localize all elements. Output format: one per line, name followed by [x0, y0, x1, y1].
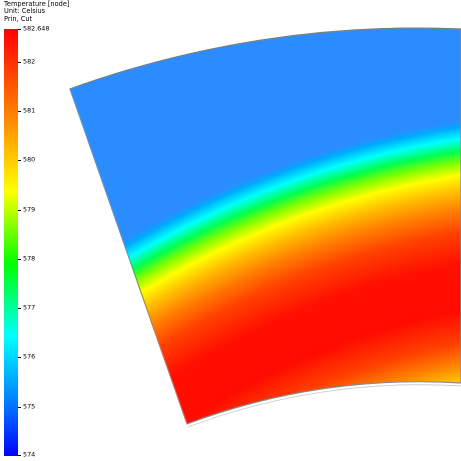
legend-tick	[18, 357, 21, 358]
legend-tick-label: 579	[23, 205, 36, 214]
legend-tick	[18, 62, 21, 63]
legend-tick-label: 574	[23, 450, 36, 459]
legend-tick-label: 581	[23, 106, 36, 115]
legend-header: Temperature [node] Unit: Celsius Prin, C…	[4, 0, 70, 23]
legend-tick	[18, 407, 21, 408]
legend-tick-label: 575	[23, 402, 36, 411]
legend-view-label: Prin, Cut	[4, 14, 33, 23]
inner-boundary-edge	[187, 384, 461, 428]
legend-tick-label: 576	[23, 352, 36, 361]
legend-tick	[18, 455, 21, 456]
legend-tick-label: 578	[23, 254, 36, 263]
legend-max-label: 582.648	[23, 24, 50, 33]
legend-tick-label: 580	[23, 155, 36, 164]
legend-tick	[18, 210, 21, 211]
legend-tick	[18, 160, 21, 161]
cylinder-sector-section	[69, 27, 461, 425]
legend-tick	[18, 308, 21, 309]
color-scale-bar	[4, 29, 18, 456]
legend-tick-max	[18, 29, 21, 30]
legend-tick-label: 577	[23, 303, 36, 312]
legend-tick	[18, 259, 21, 260]
legend-unit: Unit: Celsius	[4, 7, 46, 16]
legend-title: Temperature [node]	[4, 0, 70, 8]
outer-boundary-edge	[69, 27, 461, 90]
legend-tick-label: 582	[23, 57, 36, 66]
legend-tick	[18, 111, 21, 112]
